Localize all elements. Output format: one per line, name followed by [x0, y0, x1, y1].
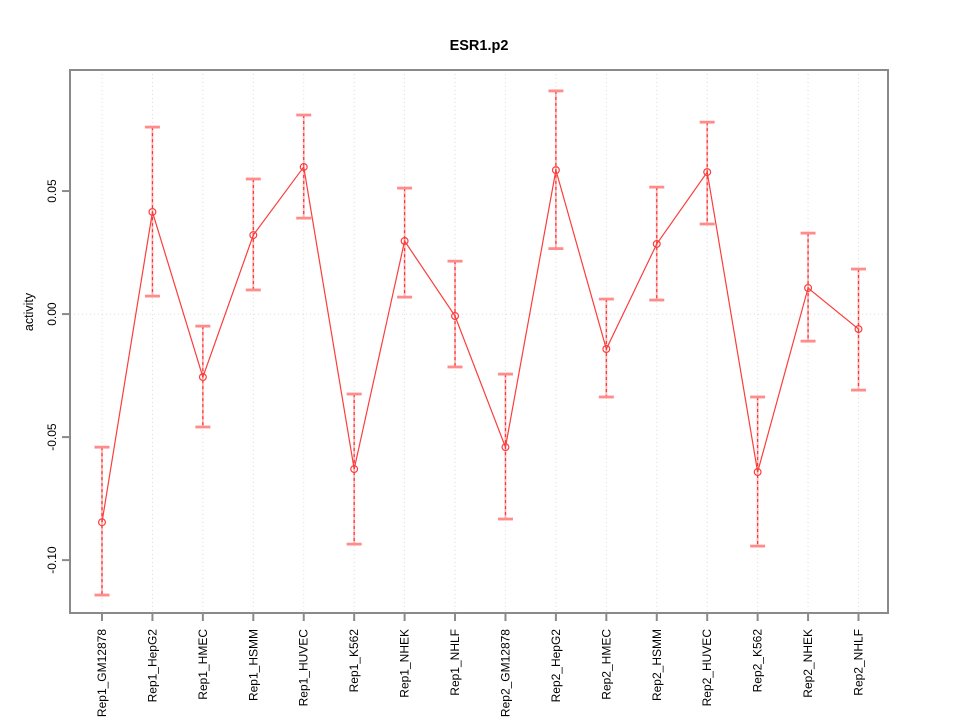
y-tick-label: 0.00 — [45, 302, 59, 326]
data-point — [753, 468, 762, 477]
data-point — [854, 325, 863, 334]
data-point — [148, 207, 157, 216]
x-tick-label: Rep1_K562 — [347, 629, 361, 693]
y-axis-title: activity — [22, 292, 36, 331]
x-tick-label: Rep1_HepG2 — [145, 629, 159, 703]
chart-title: ESR1.p2 — [450, 38, 509, 54]
data-point — [350, 465, 359, 474]
x-tick-label: Rep1_GM12878 — [95, 629, 109, 717]
gridlines — [70, 70, 888, 613]
data-point — [400, 236, 409, 245]
x-tick-label: Rep1_NHEK — [398, 629, 412, 698]
x-tick-label: Rep2_NHLF — [852, 629, 866, 696]
data-point — [501, 443, 510, 452]
x-tick-label: Rep1_HMEC — [196, 629, 210, 700]
series-line — [101, 165, 859, 523]
x-tick-label: Rep2_HSMM — [650, 629, 664, 701]
x-tick-label: Rep2_HepG2 — [549, 629, 563, 703]
data-point — [299, 162, 308, 171]
data-point — [249, 231, 258, 240]
plot-area: 0.05 0.00 -0.05 -0.10 Rep1_GM12878 Rep1_HepG2… — [45, 69, 889, 717]
data-point — [451, 312, 460, 321]
data-point — [602, 345, 611, 354]
x-tick-label: Rep2_HUVEC — [700, 629, 714, 707]
data-point — [804, 283, 813, 292]
data-point — [652, 239, 661, 248]
data-point — [198, 373, 207, 382]
x-tick-label: Rep2_NHEK — [801, 629, 815, 698]
x-tick-label: Rep2_HMEC — [599, 629, 613, 700]
x-tick-label: Rep2_K562 — [751, 629, 765, 693]
axes: 0.05 0.00 -0.05 -0.10 Rep1_GM12878 Rep1_HepG2… — [45, 179, 866, 717]
x-tick-label: Rep1_HUVEC — [297, 629, 311, 707]
x-tick-label: Rep1_NHLF — [448, 629, 462, 696]
x-tick-label: Rep2_GM12878 — [498, 629, 512, 717]
error-bars — [94, 89, 866, 597]
y-tick-label: -0.10 — [45, 546, 59, 574]
y-tick-label: -0.05 — [45, 423, 59, 451]
series — [97, 162, 863, 527]
data-point — [97, 518, 106, 527]
y-tick-label: 0.05 — [45, 179, 59, 203]
plot-border — [69, 69, 889, 614]
data-point — [703, 168, 712, 177]
data-point — [551, 166, 560, 175]
x-tick-label: Rep1_HSMM — [246, 629, 260, 701]
